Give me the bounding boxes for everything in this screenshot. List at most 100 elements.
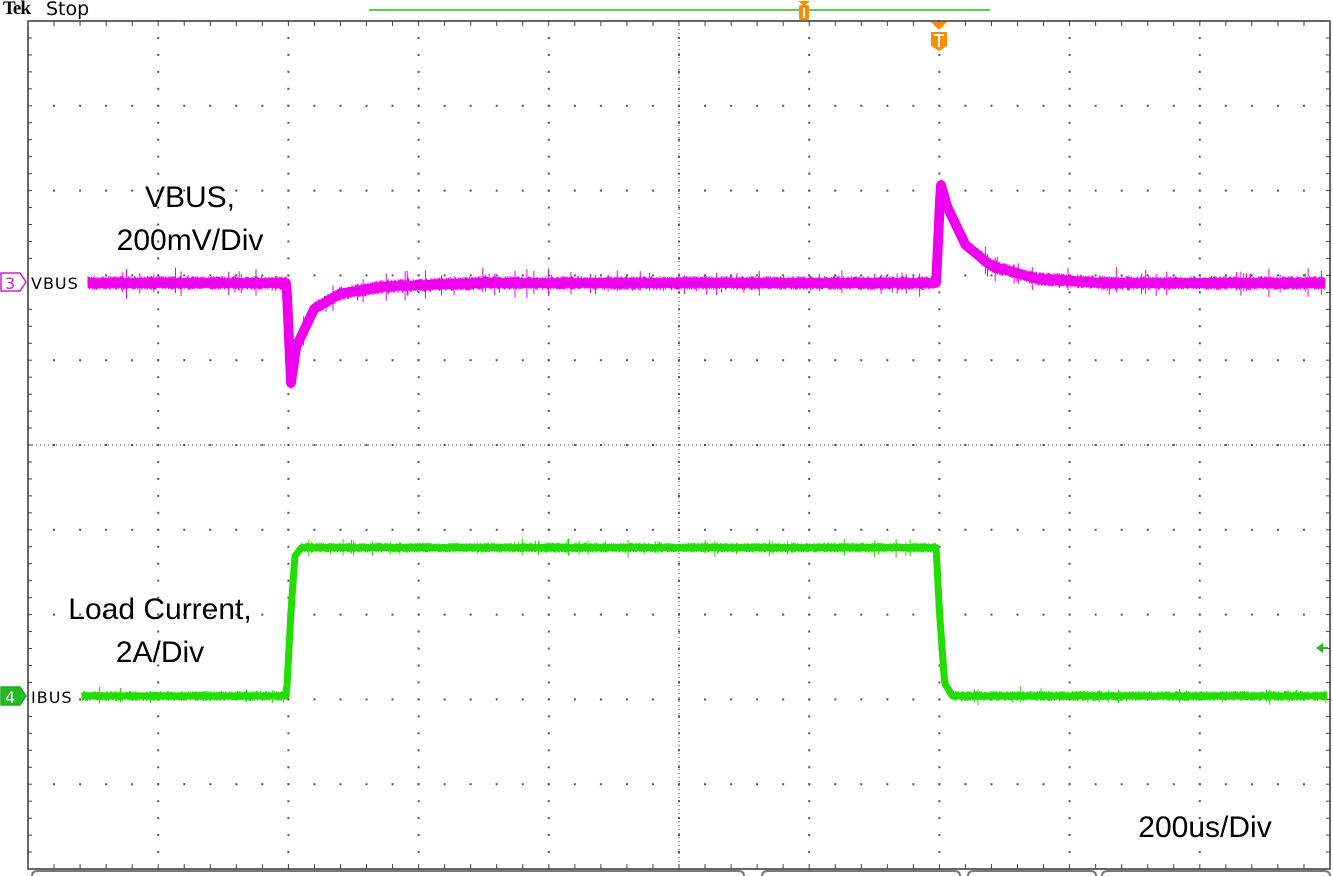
grid-dot xyxy=(235,274,238,277)
grid-dot xyxy=(287,715,290,718)
trigger-position-icon[interactable] xyxy=(931,22,947,51)
grid-dot xyxy=(808,444,811,446)
grid-dot xyxy=(1198,851,1201,854)
grid-dot xyxy=(886,274,889,277)
grid-dot xyxy=(417,342,420,345)
grid-dot xyxy=(1146,613,1149,616)
grid-dot xyxy=(912,189,915,192)
vbus-annotation: VBUS, 200mV/Div xyxy=(95,176,285,262)
grid-dot xyxy=(990,274,993,277)
grid-dot xyxy=(105,104,108,107)
grid-dot xyxy=(261,783,264,786)
grid-dot xyxy=(157,359,160,362)
grid-dot xyxy=(261,528,264,531)
grid-dot xyxy=(678,274,680,277)
grid-dot xyxy=(1276,104,1279,107)
grid-dot xyxy=(339,189,342,192)
grid-dot xyxy=(808,494,811,497)
grid-dot xyxy=(547,393,550,396)
grid-dot xyxy=(547,138,550,141)
grid-dot xyxy=(990,783,993,786)
grid-dot xyxy=(287,766,290,769)
grid-dot xyxy=(157,138,160,141)
grid-dot xyxy=(678,817,680,820)
grid-dot xyxy=(938,172,941,175)
grid-dot xyxy=(391,613,394,616)
grid-dot xyxy=(287,70,290,73)
grid-dot xyxy=(287,732,290,735)
trace-vbus-body xyxy=(84,180,1329,388)
grid-dot xyxy=(834,104,837,107)
grid-dot xyxy=(417,359,420,362)
grid-dot xyxy=(1120,189,1123,192)
grid-dot xyxy=(938,545,941,548)
grid-dot xyxy=(678,325,680,328)
grid-dot xyxy=(521,104,524,107)
grid-dot xyxy=(287,494,290,497)
grid-dot xyxy=(964,528,967,531)
grid-dot xyxy=(1146,189,1149,192)
grid-dot xyxy=(209,528,212,531)
grid-dot xyxy=(287,783,290,786)
grid-dot xyxy=(808,223,811,226)
grid-dot xyxy=(808,766,811,769)
grid-dot xyxy=(417,511,420,514)
grid-dot xyxy=(1094,359,1097,362)
grid-dot xyxy=(1146,528,1149,531)
grid-dot xyxy=(625,274,628,277)
grid-dot xyxy=(287,562,290,565)
grid-dot xyxy=(547,206,550,209)
grid-dot xyxy=(287,460,290,463)
grid-dot xyxy=(938,511,941,514)
grid-dot xyxy=(547,664,550,667)
grid-dot xyxy=(912,613,915,616)
grid-dot xyxy=(547,189,550,192)
grid-dot xyxy=(1068,393,1071,396)
grid-dot xyxy=(1068,155,1071,158)
grid-dot xyxy=(287,851,290,854)
grid-dot xyxy=(417,36,420,39)
grid-dot xyxy=(547,749,550,752)
grid-dot xyxy=(1198,613,1201,616)
grid-dot xyxy=(1250,613,1253,616)
grid-dot xyxy=(808,579,811,582)
grid-dot xyxy=(808,783,811,786)
grid-dot xyxy=(1302,359,1305,362)
grid-dot xyxy=(1198,274,1201,277)
grid-dot xyxy=(235,528,238,531)
trigger-level-arrow-icon[interactable] xyxy=(1316,643,1328,653)
grid-dot xyxy=(1198,87,1201,90)
grid-dot xyxy=(235,613,238,616)
grid-dot xyxy=(1094,444,1097,446)
grid-dot xyxy=(495,783,498,786)
grid-dot xyxy=(886,613,889,616)
grid-dot xyxy=(547,783,550,786)
grid-dot xyxy=(79,698,82,701)
grid-dot xyxy=(782,783,785,786)
grid-dot xyxy=(443,783,446,786)
grid-dot xyxy=(678,477,680,480)
grid-dot xyxy=(417,630,420,633)
grid-dot xyxy=(678,698,680,701)
grid-dot xyxy=(417,494,420,497)
record-position-icon[interactable] xyxy=(798,1,810,20)
ch3-reference-marker[interactable]: 3 VBUS xyxy=(0,270,87,294)
grid-dot xyxy=(1094,189,1097,192)
grid-dot xyxy=(808,613,811,616)
grid-dot xyxy=(313,613,316,616)
grid-dot xyxy=(53,359,56,362)
grid-dot xyxy=(1068,766,1071,769)
grid-dot xyxy=(1094,104,1097,107)
grid-dot xyxy=(157,257,160,260)
grid-dot xyxy=(599,783,602,786)
grid-dot xyxy=(1068,308,1071,311)
grid-dot xyxy=(495,613,498,616)
grid-dot xyxy=(105,274,108,277)
ch4-reference-marker[interactable]: 4 IBUS xyxy=(0,684,79,708)
grid-dot xyxy=(339,783,342,786)
grid-dot xyxy=(1198,528,1201,531)
grid-dot xyxy=(1120,613,1123,616)
grid-dot xyxy=(157,104,160,107)
grid-dot xyxy=(495,359,498,362)
grid-dot xyxy=(678,579,680,582)
